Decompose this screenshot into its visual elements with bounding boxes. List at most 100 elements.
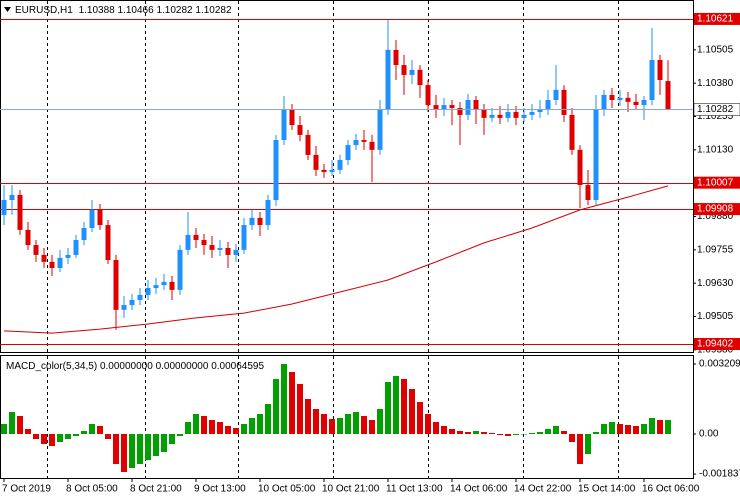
macd-bar <box>593 431 599 435</box>
price-label-box <box>693 103 740 116</box>
candle-body <box>665 81 671 110</box>
level-label-box <box>694 12 740 25</box>
candle-body <box>193 234 199 240</box>
level-label: 1.09908 <box>697 204 734 215</box>
macd-bar <box>97 425 103 435</box>
y-tick-label: 1.10380 <box>697 78 734 89</box>
candle-body <box>233 249 239 255</box>
macd-bar <box>233 428 239 435</box>
candle-body <box>425 85 431 106</box>
macd-bar <box>193 414 199 435</box>
macd-bar <box>417 402 423 435</box>
main-pane-border <box>0 0 694 353</box>
candle-body <box>417 69 423 86</box>
macd-bar <box>641 423 647 435</box>
macd-bar <box>609 422 615 435</box>
y-tick-label: 1.10505 <box>697 45 734 56</box>
macd-bar <box>577 434 583 465</box>
candle-body <box>569 114 575 150</box>
candle-body <box>41 254 47 262</box>
macd-bar <box>145 434 151 461</box>
candle-body <box>497 114 503 118</box>
macd-bar <box>545 429 551 435</box>
macd-bar <box>433 422 439 435</box>
candle-body <box>161 281 167 286</box>
candle-body <box>641 100 647 106</box>
macd-bar <box>489 433 495 435</box>
candle-body <box>305 134 311 155</box>
candle-body <box>73 240 79 255</box>
macd-bar <box>465 431 471 435</box>
candle-body <box>209 245 215 250</box>
candle-body <box>217 248 223 250</box>
x-tick-label: 14 Oct 06:00 <box>450 484 508 495</box>
macd-bar <box>177 434 183 437</box>
macd-bar <box>169 434 175 445</box>
candle-body <box>145 288 151 295</box>
macd-bar <box>225 425 231 435</box>
macd-pane-border <box>0 355 694 479</box>
candle-body <box>345 145 351 160</box>
candle-body <box>65 254 71 258</box>
macd-bar <box>449 429 455 435</box>
candle-body <box>17 194 23 230</box>
candle-body <box>129 300 135 306</box>
candle-body <box>25 229 31 246</box>
macd-bar <box>505 434 511 437</box>
candle-body <box>201 240 207 246</box>
macd-bar <box>33 434 39 439</box>
macd-bar <box>561 430 567 435</box>
macd-bar <box>281 363 287 435</box>
macd-bar <box>49 434 55 447</box>
level-label-box <box>694 203 740 216</box>
header-high: 1.10466 <box>118 5 155 16</box>
symbol: EURUSD,H1 <box>15 5 73 16</box>
candle-body <box>49 261 55 268</box>
macd-bar <box>617 423 623 435</box>
candle-body <box>361 140 367 142</box>
level-label: 1.10621 <box>697 14 734 25</box>
macd-bar <box>297 383 303 435</box>
candle-body <box>169 281 175 290</box>
macd-bar <box>105 434 111 439</box>
macd-bar <box>217 422 223 435</box>
chart-header: EURUSD,H1 1.10388 1.10466 1.10282 1.1028… <box>15 5 232 16</box>
macd-bar <box>529 433 535 435</box>
macd-bar <box>345 414 351 435</box>
macd-bar <box>161 434 167 452</box>
candle-body <box>281 109 287 140</box>
candle-body <box>89 209 95 228</box>
candle-body <box>377 109 383 150</box>
candle-body <box>177 249 183 290</box>
macd-bar <box>625 424 631 435</box>
candle-body <box>553 89 559 100</box>
header-low: 1.10282 <box>156 5 193 16</box>
candle-body <box>249 217 255 226</box>
candle-body <box>585 185 591 200</box>
candle-body <box>241 225 247 250</box>
candle-body <box>617 97 623 100</box>
x-tick-label: 8 Oct 05:00 <box>66 484 118 495</box>
level-label: 1.10007 <box>697 177 734 188</box>
candle-body <box>441 105 447 110</box>
candle-body <box>337 160 343 170</box>
candle-body <box>105 225 111 260</box>
x-tick-label: 10 Oct 05:00 <box>258 484 316 495</box>
x-tick-label: 15 Oct 14:00 <box>578 484 636 495</box>
macd-bar <box>337 417 343 435</box>
macd-bar <box>113 434 119 465</box>
x-tick-label: 14 Oct 22:00 <box>514 484 572 495</box>
macd-bar <box>209 420 215 435</box>
macd-bar <box>241 423 247 435</box>
candle-body <box>537 109 543 112</box>
macd-bar <box>657 420 663 435</box>
macd-bar <box>649 417 655 435</box>
y-tick-label: 1.10255 <box>697 111 734 122</box>
macd-bar <box>9 411 15 435</box>
macd-bar <box>41 434 47 445</box>
candle-body <box>457 108 463 115</box>
macd-bar <box>569 434 575 443</box>
candle-body <box>321 169 327 172</box>
macd-title: MACD_color(5,34,5) <box>6 361 97 372</box>
macd-bar <box>361 416 367 435</box>
